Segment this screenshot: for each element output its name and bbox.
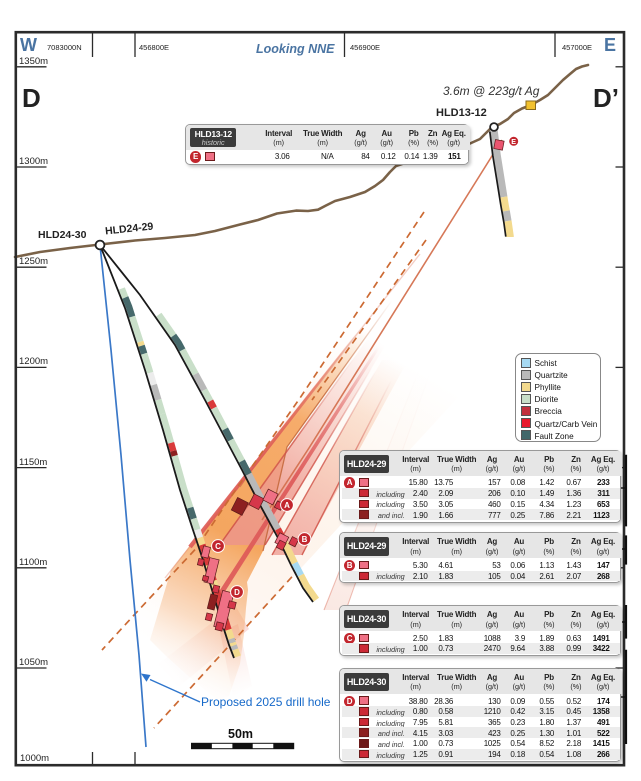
svg-text:E: E <box>511 137 516 146</box>
svg-text:D: D <box>234 588 240 597</box>
svg-text:A: A <box>284 501 290 510</box>
svg-text:C: C <box>215 542 221 551</box>
svg-text:B: B <box>302 535 308 544</box>
